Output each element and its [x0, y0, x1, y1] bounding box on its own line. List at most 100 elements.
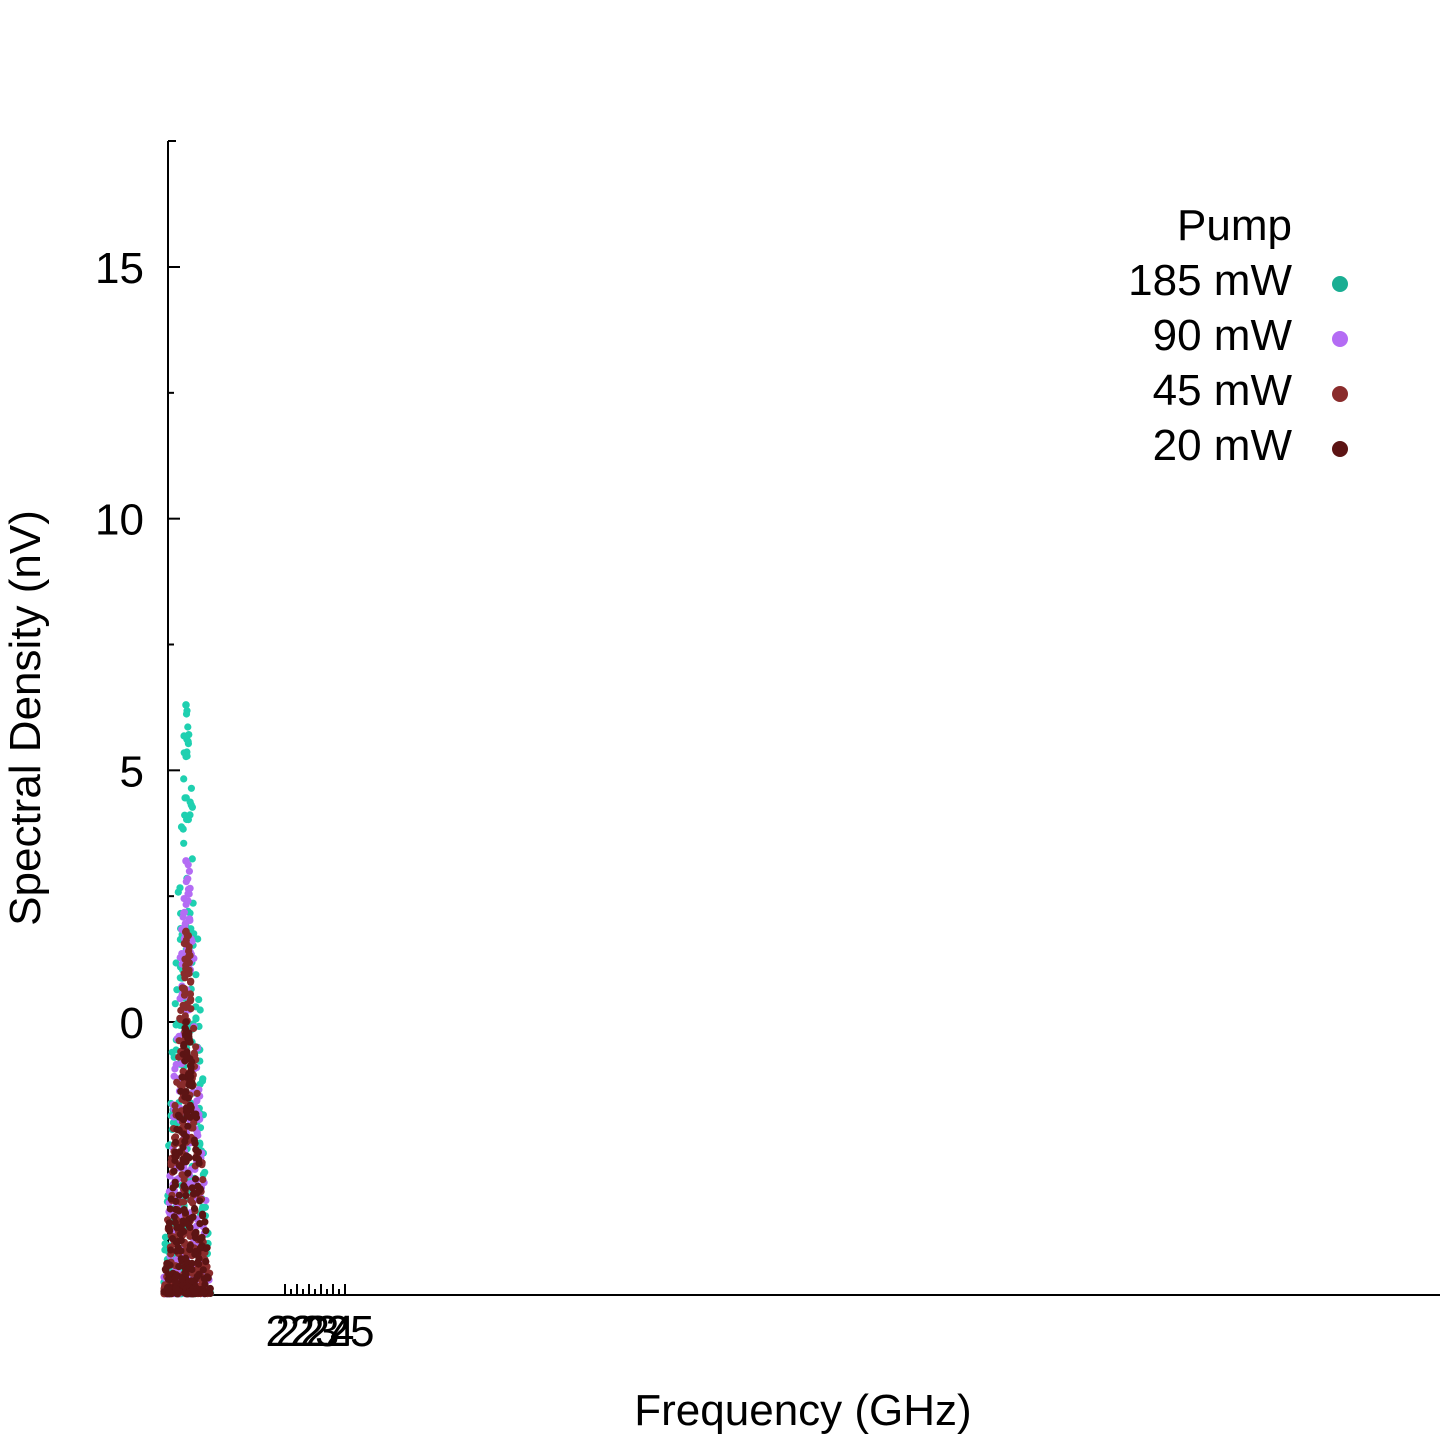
data-point-45mw	[173, 1078, 181, 1086]
data-point-20mw	[166, 1205, 174, 1213]
data-point-20mw	[188, 1277, 196, 1285]
data-point-45mw	[171, 1101, 179, 1110]
data-point-20mw	[202, 1258, 210, 1266]
data-point-185mw	[184, 723, 192, 731]
data-point-185mw	[195, 996, 203, 1004]
data-point-20mw	[164, 1275, 172, 1283]
data-point-20mw	[177, 1087, 185, 1095]
data-point-90mw	[170, 1072, 178, 1080]
data-point-20mw	[181, 1209, 189, 1217]
data-point-20mw	[163, 1284, 172, 1292]
data-point-90mw	[185, 890, 193, 898]
data-point-185mw	[161, 1240, 169, 1248]
data-point-185mw	[161, 1233, 170, 1241]
data-point-peak	[182, 927, 190, 936]
data-point-20mw	[190, 1204, 199, 1213]
data-point-20mw	[173, 1125, 181, 1133]
data-point-45mw	[185, 952, 193, 961]
y-tick-label: 15	[95, 244, 144, 293]
y-tick-label: 0	[120, 999, 144, 1048]
data-point-185mw	[192, 971, 200, 979]
data-point-185mw	[180, 775, 188, 783]
data-point-20mw	[177, 1236, 185, 1244]
data-point-20mw	[172, 1205, 180, 1214]
data-point-185mw	[183, 752, 191, 760]
data-point-185mw	[184, 737, 192, 746]
data-point-45mw	[181, 987, 189, 995]
data-point-20mw	[198, 1233, 206, 1241]
data-point-20mw	[180, 1042, 188, 1050]
data-point-45mw	[199, 1176, 207, 1184]
data-point-20mw	[174, 1111, 182, 1119]
legend: Pump 185 mW 90 mW 45 mW 20 mW	[1128, 201, 1348, 470]
data-point-20mw	[172, 1152, 180, 1160]
legend-label-90mw: 90 mW	[1153, 311, 1293, 360]
y-ticks: 0 5 10 15	[95, 244, 180, 1048]
data-point-20mw	[173, 1224, 181, 1232]
data-point-90mw	[179, 913, 187, 921]
data-point-20mw	[172, 1197, 180, 1205]
legend-marker-20mw	[1332, 441, 1348, 457]
data-point-20mw	[191, 1139, 199, 1147]
data-point-20mw	[172, 1138, 180, 1146]
data-point-45mw	[189, 1199, 197, 1207]
data-point-peak	[182, 857, 190, 865]
data-point-45mw	[190, 1024, 198, 1032]
data-point-185mw	[187, 784, 195, 792]
data-point-20mw	[172, 1273, 180, 1281]
data-point-20mw	[166, 1227, 174, 1235]
data-point-20mw	[185, 1070, 193, 1078]
data-point-90mw	[193, 1129, 201, 1137]
x-tick-label: 24	[306, 1307, 355, 1356]
data-point-20mw	[184, 1094, 192, 1102]
data-point-20mw	[175, 1191, 183, 1199]
x-tick-label: 22	[276, 1307, 325, 1356]
data-point-20mw	[201, 1280, 209, 1288]
data-point-20mw	[191, 1288, 199, 1296]
data-point-185mw	[182, 710, 191, 718]
data-point-20mw	[194, 1182, 202, 1190]
data-point-20mw	[178, 1275, 186, 1283]
data-point-peak	[182, 701, 190, 709]
data-point-20mw	[190, 1111, 198, 1119]
data-point-90mw	[186, 884, 194, 892]
data-point-20mw	[183, 1289, 191, 1297]
data-point-20mw	[181, 1024, 189, 1032]
data-point-45mw	[192, 1043, 200, 1051]
data-point-185mw	[199, 1203, 207, 1211]
y-tick-label: 10	[95, 496, 144, 545]
data-point-20mw	[165, 1219, 173, 1227]
data-point-185mw	[169, 1119, 177, 1127]
data-point-20mw	[202, 1227, 210, 1235]
data-point-20mw	[200, 1275, 208, 1283]
data-point-20mw	[171, 1178, 179, 1186]
data-point-90mw	[184, 897, 192, 905]
data-point-45mw	[181, 1012, 189, 1020]
legend-label-20mw: 20 mW	[1153, 421, 1293, 470]
data-point-90mw	[172, 1060, 180, 1069]
data-point-20mw	[190, 1190, 198, 1198]
data-point-20mw	[192, 1228, 200, 1236]
data-point-20mw	[185, 1033, 193, 1041]
data-point-20mw	[186, 1062, 195, 1070]
data-point-20mw	[188, 1184, 196, 1192]
legend-label-185mw: 185 mW	[1128, 256, 1292, 305]
data-point-185mw	[192, 1014, 200, 1022]
data-point-90mw	[181, 920, 189, 928]
data-point-20mw	[176, 1230, 184, 1238]
legend-label-45mw: 45 mW	[1153, 366, 1293, 415]
y-axis-title: Spectral Density (nV)	[1, 510, 50, 926]
legend-marker-185mw	[1332, 276, 1348, 292]
x-tick-label: 23	[291, 1307, 340, 1356]
data-point-20mw	[169, 1184, 177, 1192]
data-point-20mw	[186, 1101, 194, 1109]
legend-marker-45mw	[1332, 386, 1348, 402]
data-point-20mw	[175, 1263, 183, 1271]
data-point-20mw	[182, 1270, 190, 1278]
x-tick-label: 22	[266, 1307, 315, 1356]
data-point-185mw	[188, 855, 196, 863]
data-point-peak	[182, 1018, 190, 1026]
data-point-20mw	[196, 1197, 204, 1205]
data-point-185mw	[174, 888, 182, 896]
